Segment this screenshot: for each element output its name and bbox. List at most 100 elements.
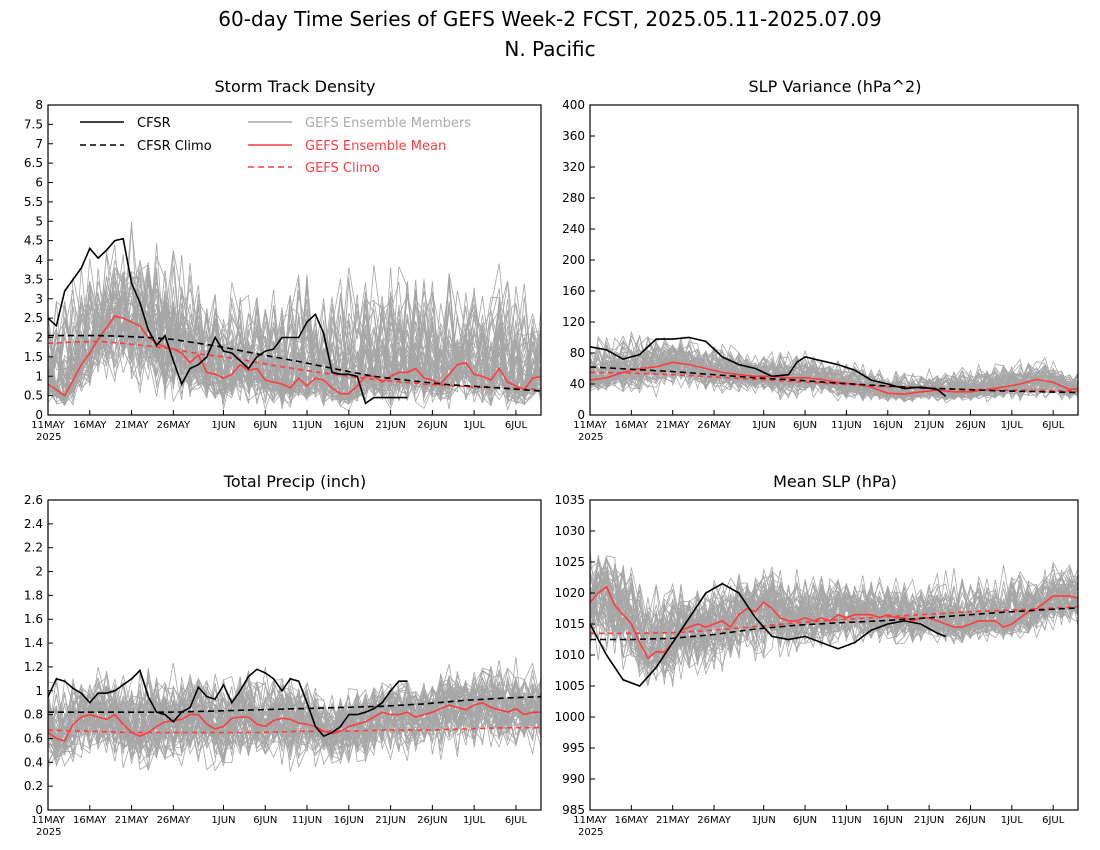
x-tick-label: 21JUN <box>375 420 405 431</box>
x-tick-label: 11MAY <box>31 420 65 431</box>
gefs-climo-line <box>590 605 1079 635</box>
ensemble-member-line <box>589 351 1079 400</box>
cfsr-climo-line <box>589 366 1079 394</box>
legend-label-gefs-climo: GEFS Climo <box>305 161 380 176</box>
y-tick-label: 985 <box>562 803 585 817</box>
ensemble-member-line <box>47 292 542 407</box>
y-tick-label: 1035 <box>554 493 585 507</box>
y-tick-label: 0.8 <box>24 708 43 722</box>
y-tick-label: 2 <box>35 331 43 345</box>
x-tick-label: 26MAY <box>157 815 191 826</box>
plot-frame <box>47 499 542 811</box>
legend: CFSR CFSR Climo GEFS Ensemble Members GE… <box>80 116 471 176</box>
x-tick-label: 21MAY <box>656 420 690 431</box>
ensemble-member-line <box>589 583 1079 656</box>
y-tick-label: 1 <box>35 369 43 383</box>
x-tick-label: 11JUN <box>292 420 322 431</box>
y-tick-label: 0 <box>577 408 585 422</box>
ensemble-members <box>47 656 542 772</box>
x-tick-label: 11JUN <box>831 420 861 431</box>
cfsr-climo-line <box>48 695 542 714</box>
y-tick-label: 160 <box>562 284 585 298</box>
x-tick-label: 21JUN <box>914 420 944 431</box>
y-tick-label: 0 <box>35 803 43 817</box>
x-tick-label: 6JUN <box>793 815 817 826</box>
x-tick-label: 6JUL <box>1042 815 1065 826</box>
x-tick-label: 21MAY <box>115 420 149 431</box>
figure-title: 60-day Time Series of GEFS Week-2 FCST, … <box>218 7 881 31</box>
ensemble-member-line <box>47 274 542 406</box>
cfsr-line <box>47 668 408 738</box>
y-tick-label: 240 <box>562 222 585 236</box>
legend-label-members: GEFS Ensemble Members <box>305 116 471 131</box>
y-tick-label: 1030 <box>554 524 585 538</box>
cfsr-climo-line <box>48 334 542 392</box>
x-tick-label: 6JUN <box>253 420 277 431</box>
y-tick-label: 80 <box>570 346 585 360</box>
x-tick-label: 6JUN <box>793 420 817 431</box>
ensemble-member-line <box>47 265 542 405</box>
ensemble-member-line <box>47 678 542 757</box>
y-tick-label: 1015 <box>554 617 585 631</box>
x-tick-label: 6JUL <box>1042 420 1065 431</box>
x-tick-label: 21MAY <box>656 815 690 826</box>
y-tick-label: 360 <box>562 129 585 143</box>
panel-total-precip: Total Precip (inch) 0 0.2 0.4 0.6 0.8 1 1.2 1.4… <box>24 472 542 838</box>
y-tick-label: 200 <box>562 253 585 267</box>
x-tick-label: 6JUL <box>505 815 528 826</box>
gefs-mean-line <box>589 361 1079 395</box>
panel-title: Storm Track Density <box>215 77 376 96</box>
x-tick-label: 16MAY <box>615 815 649 826</box>
y-tick-label: 7 <box>35 137 43 151</box>
x-year-label: 2025 <box>578 827 603 838</box>
x-tick-label: 6JUL <box>505 420 528 431</box>
x-tick-label: 11JUN <box>292 815 322 826</box>
y-tick-label: 995 <box>562 741 585 755</box>
y-tick-label: 6.5 <box>24 156 43 170</box>
y-tick-label: 120 <box>562 315 585 329</box>
y-tick-label: 990 <box>562 772 585 786</box>
ensemble-members <box>589 551 1079 688</box>
x-tick-label: 21MAY <box>115 815 149 826</box>
y-tick-label: 0.2 <box>24 779 43 793</box>
y-tick-label: 1.8 <box>24 588 43 602</box>
y-tick-label: 5 <box>35 214 43 228</box>
x-tick-label: 1JUN <box>752 420 776 431</box>
y-tick-label: 1010 <box>554 648 585 662</box>
y-tick-label: 1020 <box>554 586 585 600</box>
x-tick-label: 16MAY <box>73 420 107 431</box>
x-year-label: 2025 <box>578 432 603 443</box>
y-tick-label: 40 <box>570 377 585 391</box>
cfsr-line <box>589 336 947 398</box>
cfsr-climo-line <box>590 607 1079 641</box>
y-tick-label: 280 <box>562 191 585 205</box>
x-tick-label: 1JUN <box>752 815 776 826</box>
ensemble-member-line <box>589 576 1079 664</box>
y-tick-label: 1.2 <box>24 660 43 674</box>
y-tick-label: 0.4 <box>24 755 43 769</box>
x-tick-label: 16JUN <box>873 815 903 826</box>
figure-subtitle: N. Pacific <box>504 37 595 61</box>
x-tick-label: 26JUN <box>955 815 985 826</box>
y-tick-label: 1025 <box>554 555 585 569</box>
x-tick-label: 16MAY <box>73 815 107 826</box>
y-tick-label: 2.6 <box>24 493 43 507</box>
x-tick-label: 1JUL <box>463 420 486 431</box>
plot-area: 985 990 995 1000 1005 1010 1015 1020 1025 1030 103… <box>554 493 1079 838</box>
ensemble-member-line <box>47 280 542 410</box>
y-tick-label: 7.5 <box>24 117 43 131</box>
y-tick-label: 4 <box>35 253 43 267</box>
ensemble-member-line <box>47 671 542 765</box>
y-tick-label: 1.5 <box>24 350 43 364</box>
legend-label-gefs-mean: GEFS Ensemble Mean <box>305 139 446 154</box>
x-tick-label: 26JUN <box>417 815 447 826</box>
x-tick-label: 26MAY <box>697 815 731 826</box>
ensemble-member-line <box>589 574 1079 671</box>
y-tick-label: 1000 <box>554 710 585 724</box>
y-tick-label: 2.4 <box>24 517 43 531</box>
x-tick-label: 6JUN <box>253 815 277 826</box>
y-tick-label: 400 <box>562 98 585 112</box>
y-tick-label: 1.6 <box>24 612 43 626</box>
x-tick-label: 26JUN <box>417 420 447 431</box>
